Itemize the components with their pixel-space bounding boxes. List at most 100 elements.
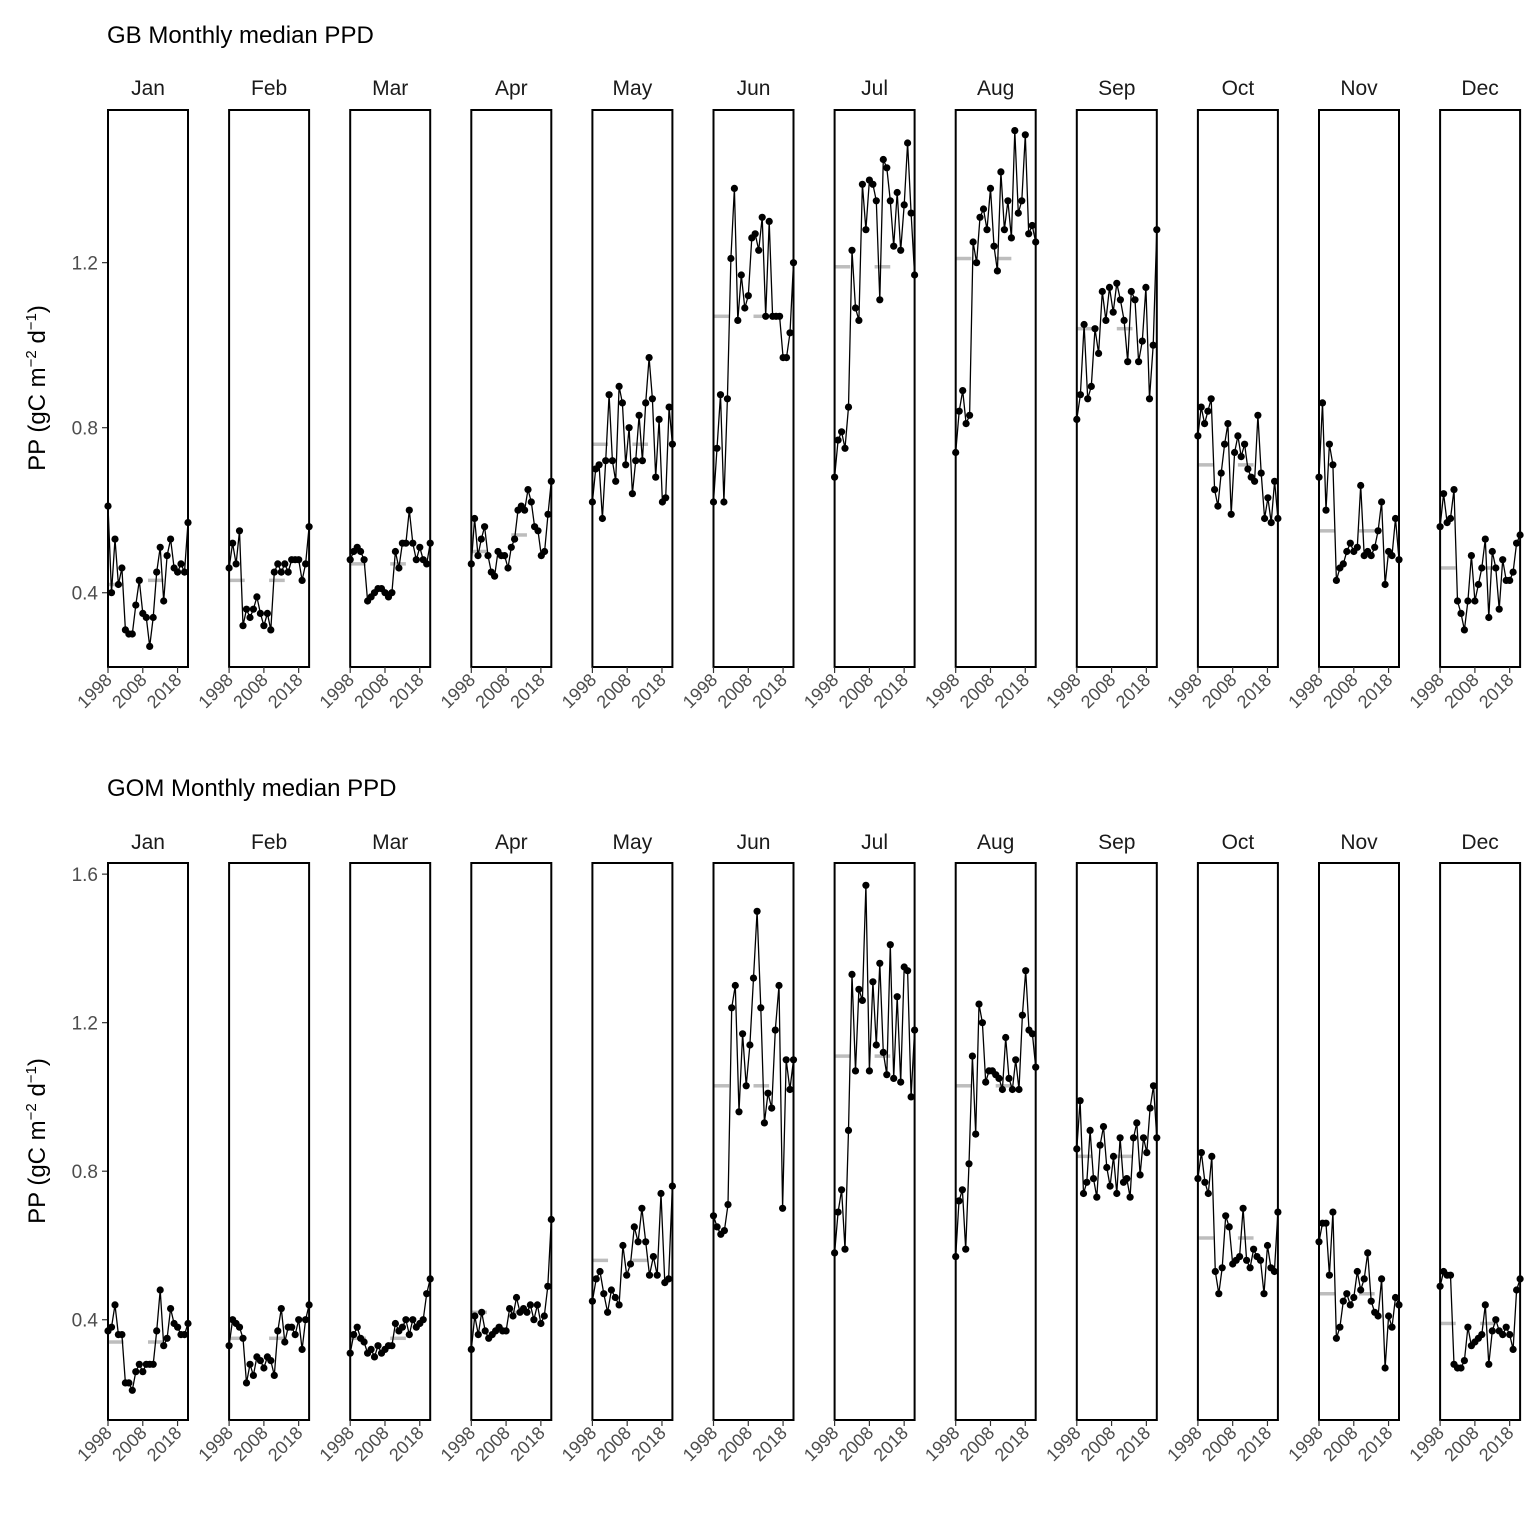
data-point (1143, 1149, 1151, 1157)
data-point (838, 428, 846, 436)
data-point (632, 457, 640, 465)
x-tick-label: 2018 (1233, 670, 1275, 712)
data-point (1391, 1293, 1400, 1302)
x-tick-label: 2018 (506, 670, 548, 712)
data-point (1076, 391, 1084, 399)
data-point (1095, 349, 1103, 357)
data-point (118, 1331, 126, 1339)
x-tick-label: 2008 (1077, 670, 1119, 712)
data-point (507, 543, 515, 551)
data-point (1343, 547, 1351, 556)
data-point (471, 1312, 479, 1320)
data-point (1332, 576, 1340, 585)
data-point (862, 881, 870, 889)
data-point (1149, 341, 1157, 349)
data-point (623, 1271, 631, 1279)
data-point (966, 411, 974, 419)
data-point (1353, 543, 1361, 551)
data-point (302, 1316, 310, 1324)
data-point (965, 1160, 973, 1168)
data-point (893, 993, 901, 1001)
x-tick-label: 1998 (1405, 1423, 1447, 1465)
data-point (592, 1275, 600, 1283)
chart-title: GB Monthly median PPD (107, 22, 374, 49)
data-point (1237, 453, 1245, 461)
x-tick-label: 2008 (714, 670, 756, 712)
data-point (1388, 1323, 1396, 1331)
panel-strip-label: Feb (251, 77, 287, 100)
data-point (149, 1360, 157, 1368)
x-tick-label: 1998 (1405, 670, 1447, 712)
y-tick-label: 1.6 (72, 865, 98, 886)
data-point (1208, 1152, 1216, 1160)
data-point (969, 238, 977, 246)
data-point (757, 1004, 765, 1012)
data-point (1471, 597, 1479, 605)
data-point (1014, 209, 1022, 217)
data-point (1488, 1327, 1496, 1335)
data-point (267, 626, 275, 634)
data-point (1084, 395, 1092, 403)
y-axis-label-part: d (24, 330, 51, 350)
data-point (786, 1085, 794, 1094)
data-point (665, 1275, 673, 1283)
data-point (990, 242, 998, 250)
data-point (753, 907, 761, 915)
data-point (713, 1223, 721, 1231)
data-point (1215, 1290, 1223, 1298)
data-point (595, 461, 603, 469)
data-point (1102, 316, 1110, 324)
data-point (1197, 403, 1205, 411)
data-point (723, 395, 732, 403)
data-point (1346, 1301, 1354, 1309)
data-point (904, 139, 912, 147)
data-point (360, 556, 368, 564)
data-point (1127, 287, 1135, 296)
panel-strip-label: Apr (495, 831, 528, 854)
data-point (249, 1371, 257, 1379)
data-point (1367, 1297, 1375, 1305)
data-point (357, 547, 365, 556)
data-point (724, 1201, 732, 1209)
data-point (1234, 432, 1242, 440)
data-point (1502, 1323, 1510, 1331)
x-tick-label: 2018 (870, 670, 912, 712)
x-tick-label: 1998 (679, 1423, 721, 1465)
data-point (510, 535, 519, 543)
series-line (833, 885, 916, 1253)
data-point (1133, 1119, 1141, 1127)
data-point (1211, 486, 1219, 494)
data-point (720, 1227, 729, 1235)
y-tick-label: 0.4 (72, 584, 99, 605)
data-point (982, 1078, 990, 1086)
data-point (848, 246, 856, 254)
x-tick-label: 2018 (385, 670, 427, 712)
data-point (235, 527, 244, 535)
panel-border (1439, 109, 1522, 668)
data-point (602, 457, 610, 465)
data-point (409, 539, 417, 547)
data-point (1002, 1033, 1010, 1042)
data-point (142, 613, 150, 622)
data-point (1028, 1030, 1036, 1038)
x-tick-label: 2018 (385, 1423, 427, 1465)
data-point (350, 1331, 358, 1339)
x-tick-label: 2018 (748, 1423, 790, 1465)
x-tick-label: 2008 (1440, 1423, 1482, 1465)
data-point (544, 1282, 552, 1290)
data-point (370, 1353, 379, 1361)
x-tick-label: 2008 (229, 670, 271, 712)
data-point (474, 1331, 482, 1339)
data-point (402, 1316, 410, 1324)
data-point (1005, 1074, 1013, 1082)
panel-border (833, 109, 916, 668)
data-point (1264, 494, 1272, 502)
data-point (1218, 1264, 1226, 1272)
x-tick-label: 2018 (1354, 670, 1396, 712)
series-line (1318, 1212, 1400, 1369)
data-point (135, 1360, 143, 1368)
data-point (1244, 465, 1252, 473)
data-point (1506, 1331, 1514, 1339)
